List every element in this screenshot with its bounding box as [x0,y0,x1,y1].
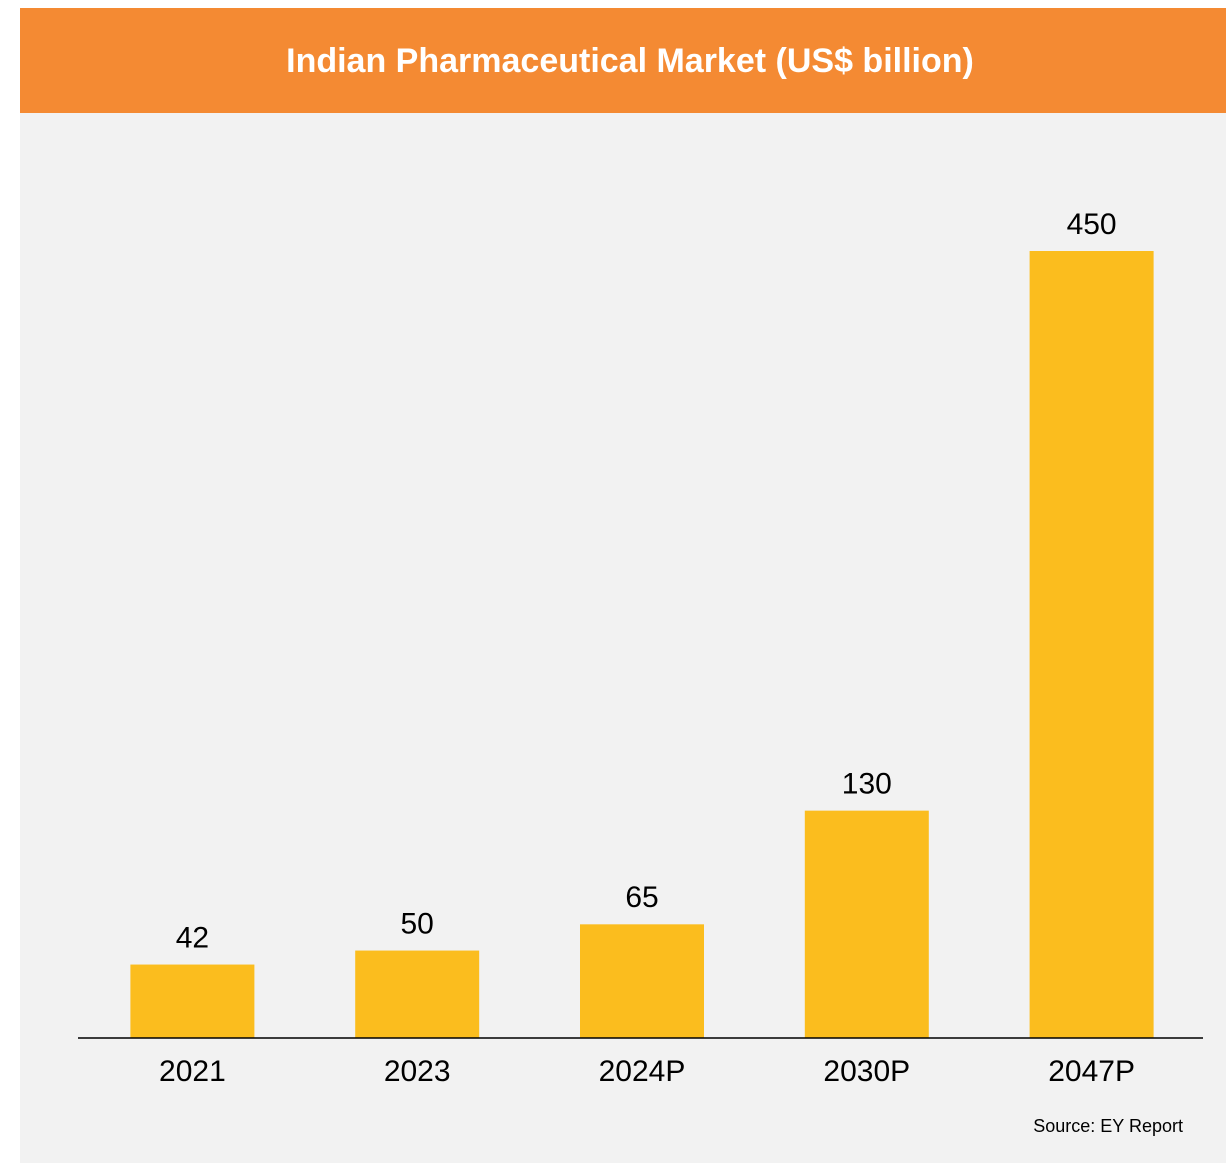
bar [355,950,480,1038]
value-label: 130 [842,768,892,801]
x-tick-label: 2024P [599,1055,686,1088]
value-label: 450 [1067,208,1117,241]
x-tick-label: 2023 [384,1055,451,1088]
value-label: 50 [401,907,434,940]
header-band [20,8,1226,113]
value-label: 42 [176,921,209,954]
x-tick-label: 2021 [159,1055,226,1088]
chart-title: Indian Pharmaceutical Market (US$ billio… [286,42,974,80]
bar [804,810,929,1038]
bar [1029,251,1154,1038]
x-tick-label: 2030P [823,1055,910,1088]
x-tick-label: 2047P [1048,1055,1135,1088]
bar [580,924,704,1038]
source-note: Source: EY Report [1033,1116,1183,1136]
value-label: 65 [625,881,658,914]
bar [130,964,255,1038]
